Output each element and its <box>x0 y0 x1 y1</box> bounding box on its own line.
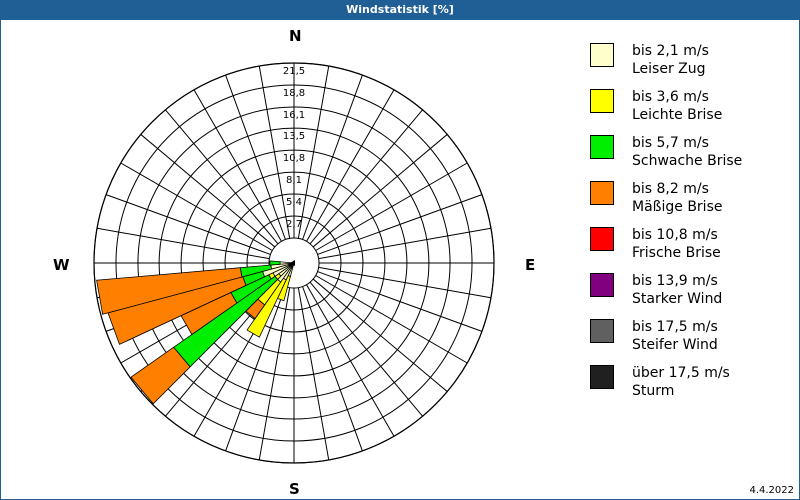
ring-label: 5,4 <box>286 197 302 208</box>
legend-label: bis 10,8 m/s Frische Brise <box>632 227 721 261</box>
legend-label: bis 8,2 m/s Mäßige Brise <box>632 181 723 215</box>
legend-swatch <box>590 273 614 297</box>
legend-label: über 17,5 m/s Sturm <box>632 365 730 399</box>
legend-swatch <box>590 43 614 67</box>
ring-label: 10,8 <box>283 153 305 164</box>
ring-label: 8,1 <box>286 175 302 186</box>
ring-label: 21,5 <box>283 66 305 77</box>
legend-swatch <box>590 135 614 159</box>
ring-label: 13,5 <box>283 131 305 142</box>
legend-label: bis 5,7 m/s Schwache Brise <box>632 135 743 169</box>
wind-sector-segment <box>269 260 281 266</box>
legend-swatch <box>590 365 614 389</box>
legend-swatch <box>590 319 614 343</box>
legend-label: bis 17,5 m/s Steifer Wind <box>632 319 718 353</box>
legend-label: bis 13,9 m/s Starker Wind <box>632 273 723 307</box>
wind-sector-segment <box>246 277 287 338</box>
legend-label: bis 3,6 m/s Leichte Brise <box>632 89 723 123</box>
wind-sector-segment <box>130 346 191 405</box>
ring-label: 18,8 <box>283 88 305 99</box>
compass-west: W <box>53 256 70 274</box>
wind-sector-segment <box>96 267 243 315</box>
legend-swatch <box>590 89 614 113</box>
compass-north: N <box>289 27 302 45</box>
compass-east: E <box>525 256 536 274</box>
legend-swatch <box>590 181 614 205</box>
ring-label: 2,7 <box>286 219 302 230</box>
date-label: 4.4.2022 <box>749 485 794 496</box>
legend-swatch <box>590 227 614 251</box>
legend-label: bis 2,1 m/s Leiser Zug <box>632 43 709 77</box>
wind-rose-chart: 2,7 5,4 8,1 10,8 13,5 16,1 18,8 21,5 <box>93 62 495 464</box>
ring-label: 16,1 <box>283 110 305 121</box>
window-title: Windstatistik [%] <box>0 0 800 20</box>
compass-south: S <box>289 480 300 498</box>
